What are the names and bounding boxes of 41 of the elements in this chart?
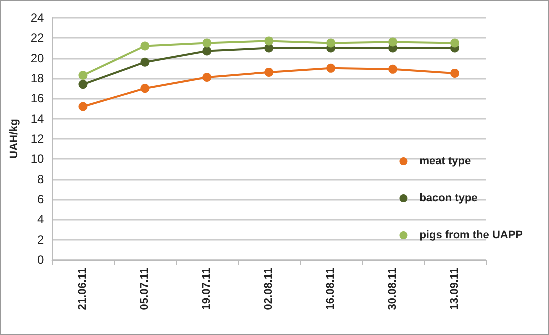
y-tick-label: 12 — [30, 132, 45, 146]
point — [264, 36, 274, 46]
y-tick-label: 0 — [38, 253, 45, 267]
point — [202, 72, 212, 82]
point — [450, 38, 460, 48]
legend-label: meat type — [420, 156, 472, 168]
y-axis-title: UAH/kg — [8, 119, 20, 159]
y-tick-label: 22 — [30, 31, 45, 46]
y-tick-label: 18 — [30, 72, 45, 86]
y-tick-label: 8 — [38, 172, 45, 186]
legend-label: pigs from the UAPP — [420, 230, 524, 242]
x-tick-label: 19.07.11 — [201, 268, 214, 310]
point — [140, 58, 150, 67]
y-tick-label: 24 — [30, 11, 45, 25]
y-tick-label: 2 — [38, 232, 45, 247]
legend-label: bacon type — [420, 192, 478, 204]
point — [388, 38, 398, 47]
point — [450, 68, 460, 78]
x-tick-label: 05.07.11 — [139, 268, 152, 310]
y-tick-label: 14 — [30, 112, 45, 126]
point — [264, 68, 274, 77]
point — [202, 46, 212, 56]
x-tick-label: 02.08.11 — [263, 268, 276, 310]
point — [140, 42, 150, 51]
point — [202, 38, 212, 48]
y-tick-label: 16 — [30, 92, 45, 106]
point — [326, 38, 336, 48]
point — [326, 64, 336, 73]
y-tick-label: 10 — [30, 152, 45, 166]
y-tick-label: 6 — [38, 192, 45, 206]
point — [140, 84, 150, 94]
point — [78, 80, 88, 90]
x-tick-label: 13.09.11 — [449, 268, 462, 310]
y-tick-label: 4 — [38, 212, 45, 227]
point — [388, 64, 398, 74]
x-tick-label: 16.08.11 — [325, 268, 338, 310]
x-tick-label: 30.08.11 — [387, 268, 400, 310]
y-tick-label: 20 — [30, 51, 45, 66]
point — [78, 70, 88, 80]
x-tick-label: 21.06.11 — [77, 268, 90, 310]
point — [78, 102, 88, 112]
